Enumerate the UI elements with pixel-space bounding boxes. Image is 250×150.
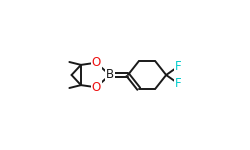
Text: O: O: [92, 56, 101, 69]
Text: F: F: [175, 77, 182, 90]
Text: F: F: [175, 60, 182, 73]
Text: O: O: [92, 81, 101, 94]
Text: B: B: [106, 69, 114, 81]
